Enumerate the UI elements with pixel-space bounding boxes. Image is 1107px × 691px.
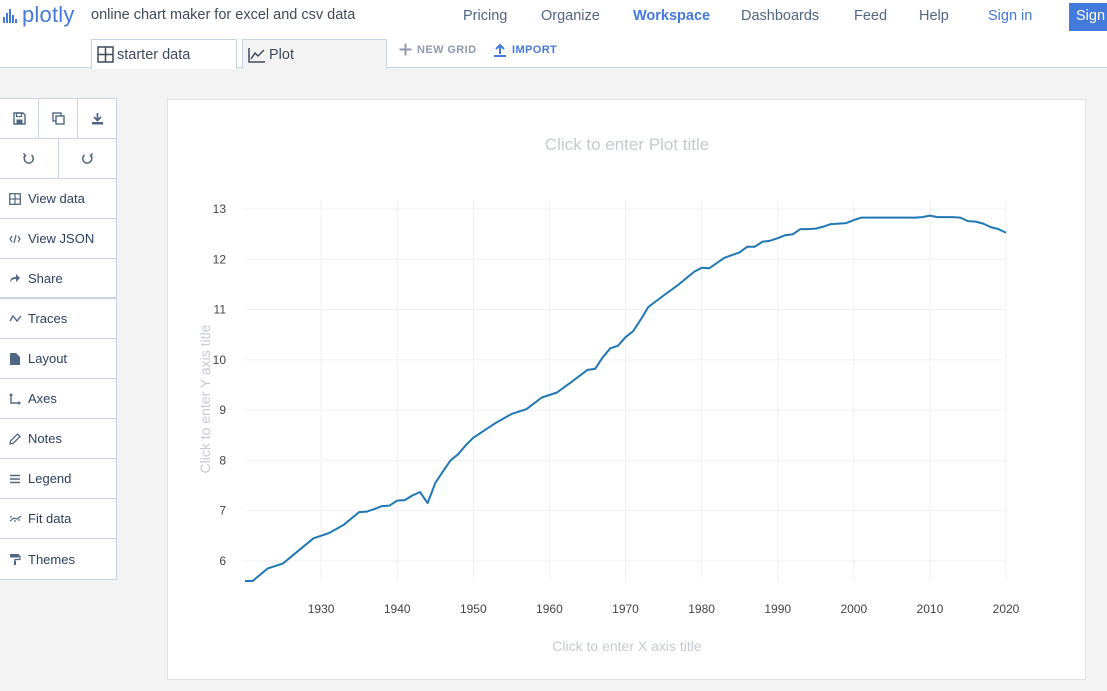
- x-tick-label: 1990: [764, 602, 791, 616]
- sidebar-item-label: Layout: [28, 351, 68, 366]
- nav-dashboards[interactable]: Dashboards: [741, 8, 820, 24]
- y-tick-label: 12: [213, 252, 227, 266]
- new-grid-button[interactable]: NEW GRID: [399, 43, 476, 56]
- file-toolbar: [0, 99, 116, 139]
- sidebar-item-label: View JSON: [28, 231, 95, 246]
- sign-in-link[interactable]: Sign in: [988, 8, 1033, 24]
- x-tick-label: 2000: [840, 602, 867, 616]
- line-chart-icon: [248, 47, 266, 63]
- nav-feed[interactable]: Feed: [854, 8, 888, 24]
- redo-button[interactable]: [59, 139, 117, 178]
- plot-panel: 1930 1940 1950 1960 1970 1980 1990 2000 2010 2020…: [167, 99, 1086, 680]
- layout-icon: [8, 352, 22, 365]
- redo-icon: [81, 152, 94, 165]
- import-label: IMPORT: [512, 44, 558, 56]
- x-tick-label: 1960: [536, 602, 563, 616]
- sidebar-item-label: View data: [28, 191, 85, 206]
- axes-icon: [8, 392, 22, 405]
- x-axis-title-placeholder[interactable]: Click to enter X axis title: [552, 638, 702, 654]
- sidebar-item-fit-data[interactable]: Fit data: [0, 499, 116, 539]
- sidebar-item-legend[interactable]: Legend: [0, 459, 116, 499]
- y-tick-label: 10: [213, 353, 227, 367]
- sidebar-item-label: Notes: [28, 431, 62, 446]
- upload-icon: [493, 43, 507, 57]
- series-line-0[interactable]: [245, 214, 1007, 582]
- paint-roller-icon: [8, 553, 22, 565]
- line-chart: 1930 1940 1950 1960 1970 1980 1990 2000 2010 2020…: [197, 135, 1020, 654]
- tab-starter-data[interactable]: starter data: [91, 39, 237, 69]
- y-tick-label: 6: [219, 554, 226, 568]
- y-tick-label: 13: [213, 202, 227, 216]
- site-tagline: online chart maker for excel and csv dat…: [91, 7, 356, 23]
- tab-plot[interactable]: Plot: [242, 39, 387, 69]
- history-toolbar: [0, 139, 116, 179]
- tab-label: Plot: [269, 46, 294, 63]
- sidebar-item-view-data[interactable]: View data: [0, 179, 116, 219]
- grid-icon: [97, 46, 114, 63]
- undo-button[interactable]: [0, 139, 59, 178]
- tab-label: starter data: [117, 46, 191, 63]
- sidebar-item-view-json[interactable]: View JSON: [0, 219, 116, 259]
- pencil-icon: [8, 432, 22, 445]
- copy-button[interactable]: [39, 99, 78, 138]
- sidebar-item-label: Share: [28, 270, 63, 286]
- plotly-logo[interactable]: plotly: [3, 2, 75, 28]
- download-icon: [91, 112, 104, 125]
- nav-pricing[interactable]: Pricing: [463, 8, 508, 24]
- traces-icon: [8, 314, 22, 323]
- y-tick-label: 7: [219, 504, 226, 518]
- fit-icon: [8, 514, 22, 523]
- plus-icon: [399, 43, 412, 56]
- new-grid-label: NEW GRID: [417, 43, 477, 56]
- grid-icon: [8, 192, 22, 205]
- y-axis-title-placeholder[interactable]: Click to enter Y axis title: [197, 324, 213, 473]
- legend-icon: [8, 474, 22, 484]
- editor-sidebar: View data View JSON Share Traces Layout …: [0, 98, 117, 580]
- x-tick-label: 1940: [384, 602, 411, 616]
- y-tick-label: 9: [219, 403, 226, 417]
- sidebar-item-label: Axes: [28, 391, 57, 406]
- download-button[interactable]: [78, 99, 116, 138]
- x-tick-label: 1970: [612, 602, 639, 616]
- top-navbar: plotly online chart maker for excel and …: [0, 0, 1107, 36]
- sidebar-item-label: Legend: [28, 471, 72, 486]
- x-tick-label: 1930: [308, 602, 335, 616]
- nav-organize[interactable]: Organize: [541, 8, 600, 24]
- sidebar-item-axes[interactable]: Axes: [0, 379, 116, 419]
- code-icon: [8, 234, 22, 244]
- undo-icon: [22, 152, 35, 165]
- x-tick-label: 1980: [688, 602, 715, 616]
- workspace-tab-bar: starter data Plot NEW GRID IMPORT: [0, 36, 1107, 69]
- sidebar-item-label: Fit data: [28, 511, 72, 526]
- plot-title-placeholder[interactable]: Click to enter Plot title: [545, 135, 709, 154]
- y-tick-label: 8: [219, 453, 226, 467]
- sidebar-item-layout[interactable]: Layout: [0, 339, 116, 379]
- x-tick-label: 2010: [917, 602, 944, 616]
- y-tick-label: 11: [214, 303, 227, 317]
- sidebar-item-notes[interactable]: Notes: [0, 419, 116, 459]
- sidebar-item-traces[interactable]: Traces: [0, 299, 116, 339]
- share-icon: [8, 273, 22, 284]
- copy-icon: [51, 112, 65, 125]
- logo-text: plotly: [22, 2, 75, 27]
- sign-up-button[interactable]: Sign: [1069, 3, 1107, 31]
- nav-help[interactable]: Help: [919, 8, 949, 24]
- save-icon: [12, 112, 26, 125]
- import-button[interactable]: IMPORT: [493, 43, 557, 57]
- nav-workspace[interactable]: Workspace: [633, 8, 711, 24]
- save-button[interactable]: [0, 99, 39, 138]
- sidebar-item-share[interactable]: Share: [0, 259, 116, 299]
- sidebar-item-label: Themes: [28, 551, 75, 567]
- x-tick-label: 2020: [993, 602, 1020, 616]
- plotly-logo-icon: [3, 3, 17, 23]
- sidebar-item-label: Traces: [28, 311, 68, 326]
- sidebar-item-themes[interactable]: Themes: [0, 539, 116, 579]
- x-tick-label: 1950: [460, 602, 487, 616]
